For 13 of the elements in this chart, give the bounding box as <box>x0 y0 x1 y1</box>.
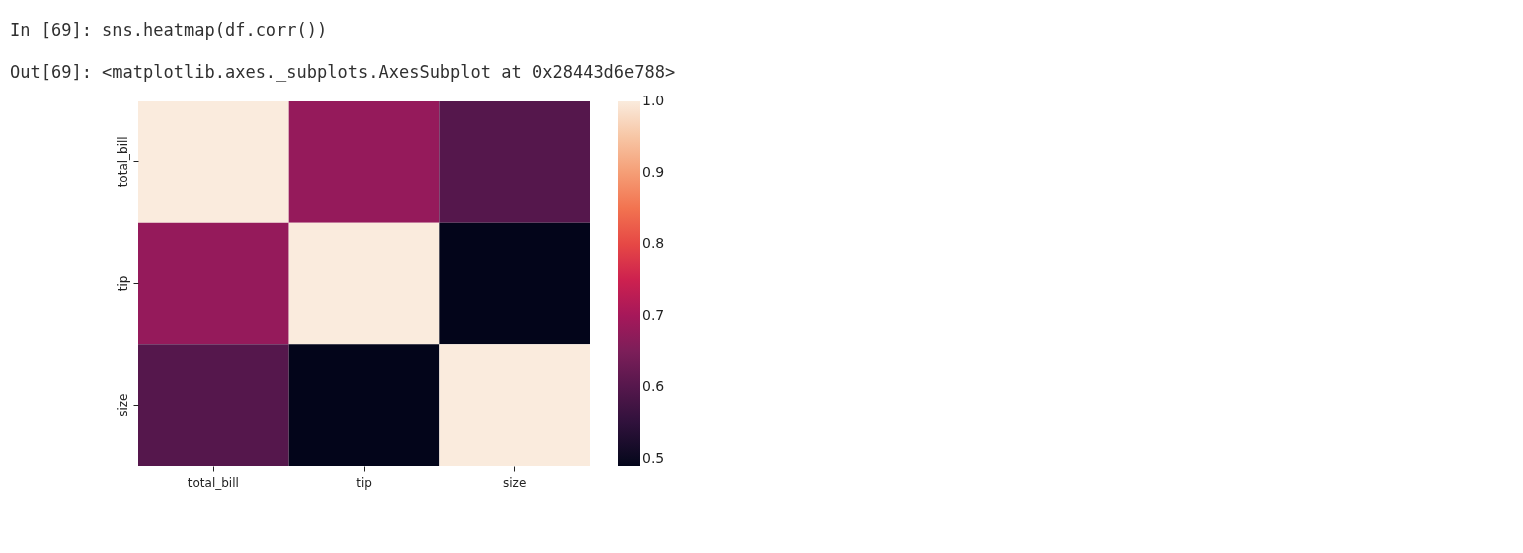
color-bar-label: 0.7 <box>642 306 665 323</box>
y-tick-label: total_bill <box>115 136 130 188</box>
color-bar-label: 0.8 <box>642 235 665 252</box>
color-bar-label: 0.5 <box>642 449 665 466</box>
text: Out[69]: <matplotlib.axes._subplots.AxesSubplot at 0x28443d6e788> <box>10 62 677 82</box>
y-tick-label: size <box>115 393 130 417</box>
color-bar-label: 0.6 <box>642 378 665 395</box>
x-tick-label: tip <box>356 475 372 490</box>
y-tick-label: tip <box>115 275 130 292</box>
text: In [69]: sns.heatmap(df.corr()) <box>10 20 329 40</box>
x-tick-label: size <box>503 475 527 490</box>
color-bar-label: 0.9 <box>642 163 665 180</box>
x-tick-label: total_bill <box>187 475 239 490</box>
